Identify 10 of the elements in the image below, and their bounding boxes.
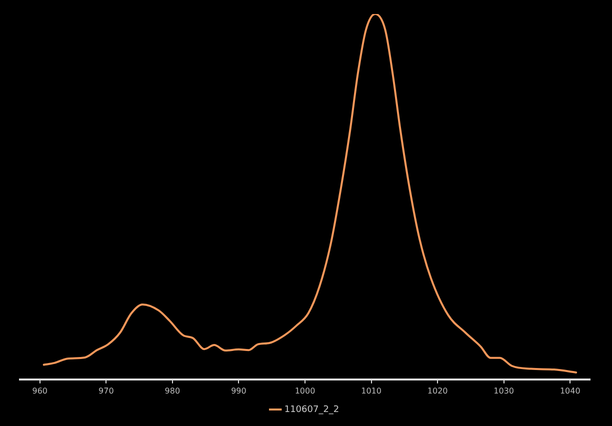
x-tick-label: 960 [32,386,48,396]
x-tick-label: 1030 [494,386,514,396]
x-tick-label: 1010 [361,386,382,396]
x-tick-label: 1000 [294,386,316,396]
legend-label: 110607_2_2 [284,404,340,415]
x-tick-label: 990 [231,386,246,396]
x-tick-label: 1020 [427,386,448,396]
x-tick-label: 980 [164,386,180,396]
x-tick-label: 1040 [560,386,580,396]
x-tick-label: 970 [98,386,114,396]
